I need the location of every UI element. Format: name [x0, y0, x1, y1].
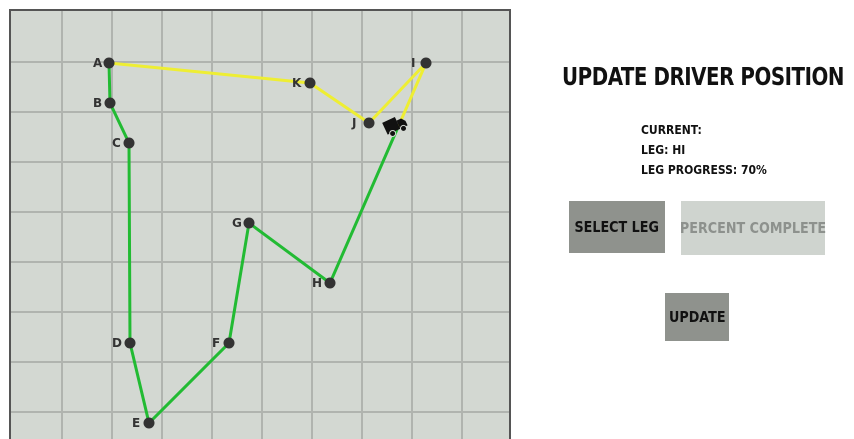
route-node-g	[243, 217, 255, 229]
node-label-j: J	[351, 116, 356, 130]
route-node-e	[143, 417, 155, 429]
select-leg-label: SELECT LEG	[574, 218, 660, 236]
node-label-a: A	[93, 56, 103, 70]
node-label-c: C	[112, 136, 121, 150]
route-node-j	[363, 117, 375, 129]
node-label-g: G	[232, 216, 242, 230]
current-label: CURRENT:	[641, 123, 702, 137]
route-node-d	[124, 337, 136, 349]
node-label-f: F	[212, 336, 220, 350]
route-node-k	[304, 77, 316, 89]
leg-label: LEG: HI	[641, 143, 686, 157]
route-map-canvas: A B C D E F G H I J K	[11, 11, 509, 439]
select-leg-button[interactable]: SELECT LEG	[569, 201, 665, 253]
percent-complete-label: PERCENT COMPLETE	[679, 219, 827, 237]
percent-complete-button[interactable]: PERCENT COMPLETE	[679, 201, 827, 255]
node-label-d: D	[112, 336, 122, 350]
route-node-a	[103, 57, 115, 69]
route-node-b	[104, 97, 116, 109]
truck-icon	[382, 116, 408, 137]
update-button[interactable]: UPDATE	[665, 293, 729, 341]
route-node-c	[123, 137, 135, 149]
route-node-i	[420, 57, 432, 69]
node-label-h: H	[312, 276, 322, 290]
remaining-route-line	[108, 61, 428, 130]
page-title: UPDATE DRIVER POSITION	[562, 62, 845, 91]
update-label: UPDATE	[668, 308, 726, 326]
route-node-f	[223, 337, 235, 349]
node-label-k: K	[292, 76, 302, 90]
route-map[interactable]: A B C D E F G H I J K	[9, 9, 511, 439]
leg-progress-label: LEG PROGRESS: 70%	[641, 163, 767, 177]
node-label-e: E	[132, 416, 140, 430]
node-label-i: I	[411, 56, 415, 70]
node-label-b: B	[93, 96, 102, 110]
route-node-h	[324, 277, 336, 289]
